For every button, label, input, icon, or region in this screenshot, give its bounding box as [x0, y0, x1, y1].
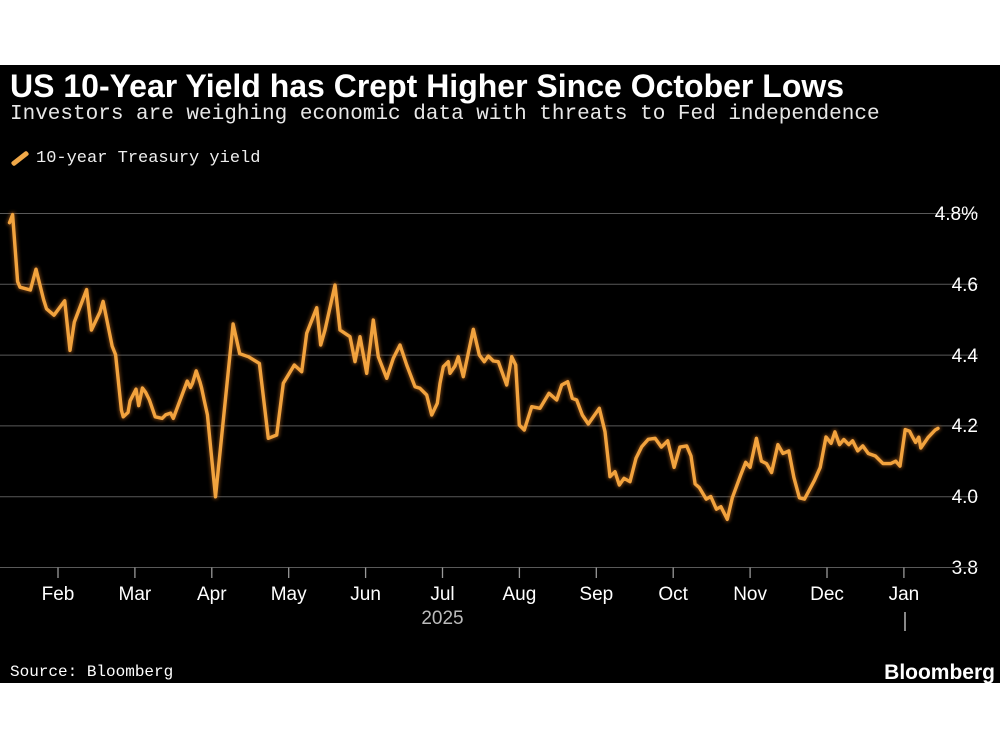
svg-text:3.8: 3.8	[952, 558, 978, 579]
svg-text:Jan: Jan	[889, 584, 920, 605]
svg-text:4.6: 4.6	[952, 275, 978, 296]
svg-text:2025: 2025	[421, 608, 463, 629]
svg-text:Nov: Nov	[733, 584, 767, 605]
svg-text:4.8%: 4.8%	[935, 204, 978, 225]
svg-text:May: May	[271, 584, 307, 605]
svg-text:Sep: Sep	[579, 584, 613, 605]
svg-text:Apr: Apr	[197, 584, 227, 605]
svg-text:4.2: 4.2	[952, 416, 978, 437]
svg-text:4.0: 4.0	[952, 487, 978, 508]
svg-text:4.4: 4.4	[952, 346, 979, 367]
svg-text:Oct: Oct	[658, 584, 688, 605]
svg-text:Jul: Jul	[430, 584, 454, 605]
svg-text:Mar: Mar	[119, 584, 152, 605]
svg-text:Jun: Jun	[350, 584, 381, 605]
svg-text:Feb: Feb	[42, 584, 75, 605]
svg-text:Dec: Dec	[810, 584, 844, 605]
svg-text:Aug: Aug	[502, 584, 536, 605]
